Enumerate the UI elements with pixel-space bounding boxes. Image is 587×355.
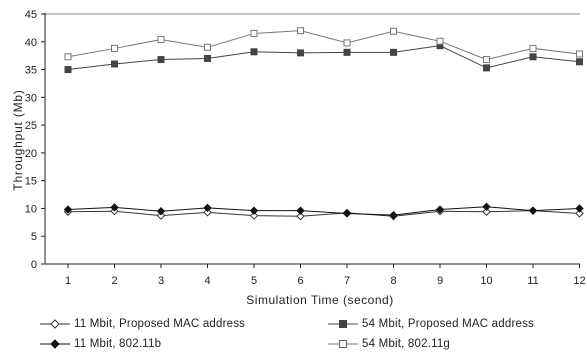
data-point xyxy=(249,206,259,215)
legend-label: 54 Mbit, 802.11g xyxy=(362,338,451,350)
data-point xyxy=(157,36,165,44)
legend-label: 11 Mbit, Proposed MAC address xyxy=(74,318,246,330)
data-point xyxy=(250,48,258,56)
filled-diamond-line-icon xyxy=(40,339,70,349)
y-axis-label: Throughput (Mb) xyxy=(11,89,25,190)
data-point xyxy=(64,53,72,61)
data-point xyxy=(296,206,305,215)
legend-item-11mbit-80211b: 11 Mbit, 802.11b xyxy=(40,338,161,350)
data-point xyxy=(529,53,537,61)
series-3 xyxy=(64,27,583,64)
data-point xyxy=(204,43,211,51)
x-tick-label: 3 xyxy=(158,275,164,287)
series-line xyxy=(67,206,580,216)
x-tick-label: 2 xyxy=(111,275,117,287)
x-tick-label: 9 xyxy=(437,275,443,287)
data-point xyxy=(156,211,166,220)
x-tick-label: 6 xyxy=(297,275,303,287)
legend-item-54mbit-proposed: 54 Mbit, Proposed MAC address xyxy=(328,318,534,330)
x-tick-label: 1 xyxy=(65,275,71,287)
data-point xyxy=(576,58,583,66)
data-point xyxy=(483,56,490,64)
y-tick-labels: 0 5 10 15 20 25 30 35 40 45 xyxy=(25,9,45,271)
series-line xyxy=(67,210,580,217)
data-point xyxy=(390,27,397,35)
y-tick-label: 10 xyxy=(25,203,37,215)
data-point xyxy=(203,208,212,217)
data-point xyxy=(390,48,397,56)
data-point xyxy=(528,206,538,215)
legend-item-11mbit-proposed: 11 Mbit, Proposed MAC address xyxy=(40,318,245,330)
series-line xyxy=(67,30,580,61)
y-tick-label: 45 xyxy=(25,9,37,21)
x-tick-label: 5 xyxy=(251,275,257,287)
x-tick-label: 8 xyxy=(390,275,396,287)
series-group xyxy=(63,27,584,221)
data-point xyxy=(342,209,352,218)
y-tick-label: 35 xyxy=(25,65,37,77)
x-tick-labels: 1 2 3 4 5 6 7 8 9 10 11 12 xyxy=(65,264,586,287)
x-tick-label: 11 xyxy=(527,275,538,287)
data-point xyxy=(297,49,304,57)
data-point xyxy=(63,205,73,214)
data-point xyxy=(482,207,491,216)
y-tick-label: 40 xyxy=(25,37,37,49)
data-point xyxy=(204,54,211,62)
y-tick-label: 5 xyxy=(31,231,37,243)
data-point xyxy=(483,64,490,72)
data-point xyxy=(296,212,305,221)
x-tick-label: 7 xyxy=(344,275,350,287)
data-point xyxy=(576,50,583,58)
x-tick-label: 12 xyxy=(573,275,585,287)
open-diamond-line-icon xyxy=(40,319,70,329)
y-tick-label: 20 xyxy=(25,148,37,160)
y-tick-label: 15 xyxy=(25,176,37,188)
data-point xyxy=(482,202,491,211)
data-point xyxy=(250,29,258,37)
filled-square-line-icon xyxy=(328,320,358,328)
data-point xyxy=(435,205,445,214)
y-tick-label: 0 xyxy=(31,259,37,271)
data-point xyxy=(389,210,398,220)
x-tick-label: 10 xyxy=(480,275,492,287)
data-point xyxy=(529,44,537,52)
data-point xyxy=(297,27,304,35)
open-square-line-icon xyxy=(328,340,358,348)
data-point xyxy=(157,56,165,64)
y-tick-label: 25 xyxy=(25,120,37,132)
series-line xyxy=(67,45,580,71)
data-point xyxy=(64,66,72,74)
legend-label: 11 Mbit, 802.11b xyxy=(74,338,162,350)
data-point xyxy=(156,207,166,216)
data-point xyxy=(343,48,351,56)
y-tick-label: 30 xyxy=(25,92,37,104)
data-point xyxy=(203,203,212,213)
data-point xyxy=(111,44,118,52)
data-point xyxy=(575,209,584,218)
axes xyxy=(44,13,580,265)
data-point xyxy=(343,39,351,47)
data-point xyxy=(575,204,584,213)
data-point xyxy=(111,60,118,68)
data-point xyxy=(249,211,259,220)
x-tick-label: 4 xyxy=(204,275,210,287)
series-2 xyxy=(63,202,584,220)
x-axis-label: Simulation Time (second) xyxy=(246,293,393,307)
legend-item-54mbit-80211g: 54 Mbit, 802.11g xyxy=(328,338,450,350)
data-point xyxy=(110,203,119,212)
series-0 xyxy=(63,206,584,221)
legend-label: 54 Mbit, Proposed MAC address xyxy=(362,318,534,330)
data-point xyxy=(436,37,444,45)
series-1 xyxy=(64,42,583,74)
